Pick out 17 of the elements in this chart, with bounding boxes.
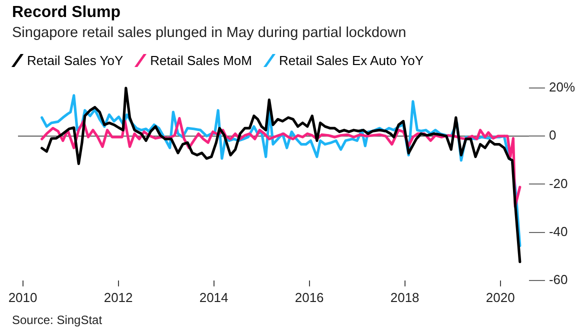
y-tick-label: -40 xyxy=(548,224,568,239)
x-tick-label: 2018 xyxy=(390,290,420,305)
x-tick-label: 2016 xyxy=(294,290,324,305)
y-tick-label: -60 xyxy=(548,272,568,287)
x-tick-label: 2014 xyxy=(199,290,228,305)
legend-label: Retail Sales Ex Auto YoY xyxy=(279,53,424,68)
y-tick-label: 20% xyxy=(548,80,576,95)
x-tick-label: 2012 xyxy=(104,290,133,305)
chart-title: Record Slump xyxy=(12,4,120,22)
y-tick-label: -20 xyxy=(548,176,568,191)
chart-subtitle: Singapore retail sales plunged in May during partial lockdown xyxy=(12,25,406,41)
legend-label: Retail Sales MoM xyxy=(150,53,252,68)
source-note: Source: SingStat xyxy=(12,313,102,327)
legend-label: Retail Sales YoY xyxy=(27,53,124,68)
x-tick-label: 2020 xyxy=(486,290,515,305)
y-tick-label: 0 xyxy=(548,128,556,143)
x-tick-label: 2010 xyxy=(8,290,38,305)
